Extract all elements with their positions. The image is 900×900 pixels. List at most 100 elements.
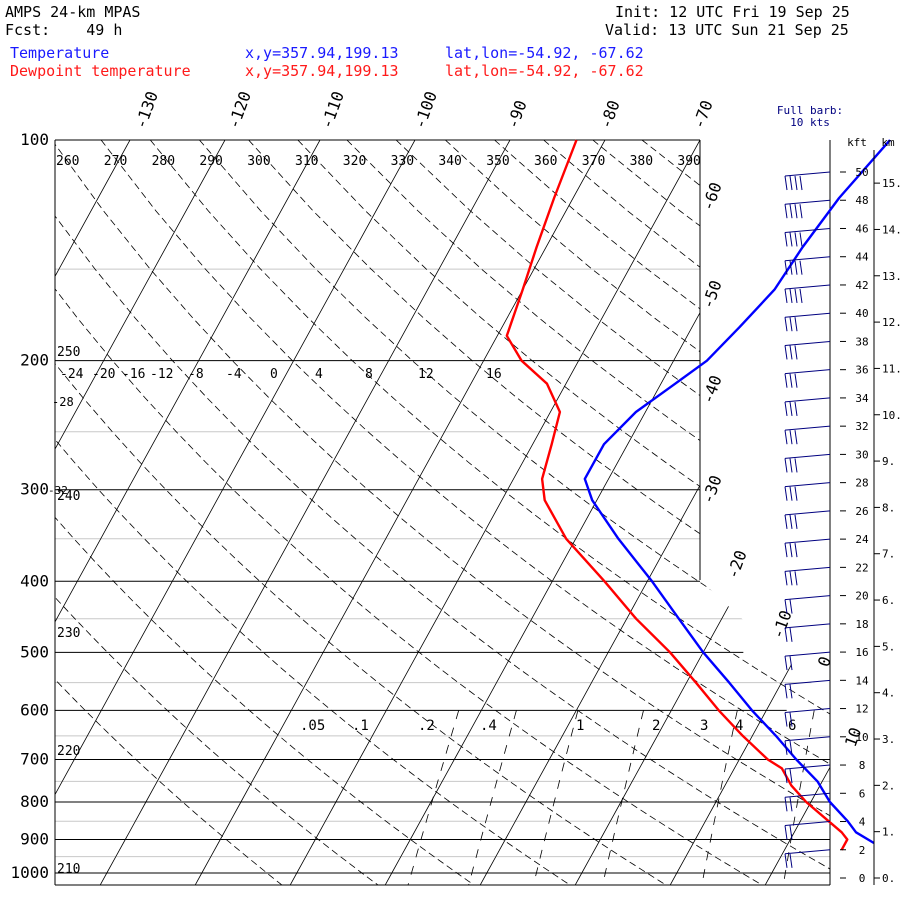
dry-adiabat — [100, 140, 830, 885]
kft-label-22: 22 — [855, 561, 868, 574]
km-label-3.: 3. — [882, 733, 895, 746]
isotherm-right-label--60: -60 — [698, 180, 726, 214]
mixing-left-label: -28 — [52, 395, 74, 409]
barb-flag-38-2 — [794, 345, 798, 360]
barb-staff-12 — [784, 708, 831, 714]
barb-flag-32-1 — [789, 430, 793, 445]
km-label-4.: 4. — [882, 687, 895, 700]
barb-staff-28 — [784, 482, 831, 488]
barb-flag-48-3 — [799, 204, 803, 219]
barb-flag-16-0 — [784, 656, 788, 671]
dry-adiabat — [55, 140, 480, 885]
legend-temperature: Temperature — [10, 44, 110, 62]
barb-flag-4-0 — [784, 825, 788, 840]
kft-label-40: 40 — [855, 307, 868, 320]
kft-label-20: 20 — [855, 590, 868, 603]
kft-label-28: 28 — [855, 477, 868, 490]
barb-flag-40-2 — [794, 317, 798, 332]
barb-flag-30-1 — [789, 458, 793, 473]
barb-flag-42-3 — [799, 288, 803, 304]
init-time: Init: 12 UTC Fri 19 Sep 25 — [615, 3, 850, 21]
mixing-ratio-line — [700, 710, 738, 885]
kft-label-0: 0 — [859, 872, 866, 885]
barb-flag-42-1 — [789, 288, 793, 304]
dewpoint-xy: x,y=357.94,199.13 — [245, 62, 399, 80]
barb-flag-10-1 — [789, 740, 793, 755]
isotherm-right-label-0: 0 — [814, 654, 835, 670]
barb-legend-line1: Full barb: — [777, 104, 843, 117]
barb-flag-12-1 — [789, 712, 793, 727]
barb-flag-24-0 — [784, 543, 788, 558]
dry-adiabat — [55, 140, 384, 885]
isotherm — [55, 140, 226, 885]
theta-label-370: 370 — [582, 154, 605, 169]
barb-flag-26-0 — [784, 514, 788, 529]
theta-label-380: 380 — [630, 154, 653, 169]
barb-staff-18 — [784, 623, 831, 629]
km-label-12.: 12. — [882, 316, 900, 329]
mixing-ratio-line — [406, 710, 460, 885]
temp-axis-label--80: -80 — [596, 98, 624, 132]
theta-left-label-240: 240 — [57, 489, 80, 504]
barb-staff-46 — [784, 227, 831, 233]
mixing-ratio-line — [532, 710, 579, 885]
kft-label-24: 24 — [855, 533, 869, 546]
km-label-10.: 10. — [882, 409, 900, 422]
isotherm — [55, 140, 321, 885]
barb-flag-18-1 — [789, 627, 793, 642]
kft-label-10: 10 — [855, 731, 868, 744]
forecast-hour: Fcst: 49 h — [5, 21, 123, 39]
barb-flag-44-2 — [794, 260, 798, 275]
barb-flag-4-1 — [789, 825, 793, 840]
theta-left-label-220: 220 — [57, 744, 80, 759]
km-label-13.: 13. — [882, 270, 900, 283]
isotherm-right-label--50: -50 — [698, 278, 726, 312]
dry-adiabat — [199, 140, 830, 885]
temp-axis-label--70: -70 — [689, 98, 717, 132]
theta-label-290: 290 — [199, 154, 222, 169]
temp-axis-label--120: -120 — [224, 89, 255, 132]
km-label-15.: 15. — [882, 177, 900, 190]
kft-label-6: 6 — [859, 787, 866, 800]
kft-label-18: 18 — [855, 618, 868, 631]
isotherm — [667, 140, 830, 885]
barb-flag-48-0 — [784, 204, 788, 219]
barb-flag-36-2 — [794, 373, 798, 388]
moisture-label-.05: .05 — [300, 718, 325, 734]
barb-flag-26-1 — [789, 514, 793, 529]
barb-flag-8-0 — [784, 768, 788, 784]
barb-staff-8 — [784, 764, 831, 770]
isotherm-right-label--20: -20 — [723, 548, 751, 582]
barb-staff-36 — [784, 369, 831, 375]
barb-flag-32-2 — [794, 430, 798, 445]
dry-adiabat — [149, 140, 830, 885]
mixing-label-12: 12 — [418, 367, 434, 382]
barb-flag-24-2 — [794, 543, 798, 558]
barb-flag-36-0 — [784, 373, 788, 388]
theta-label-330: 330 — [391, 154, 414, 169]
pressure-label-1000: 1000 — [10, 863, 49, 882]
mixing-label-0: 0 — [270, 367, 278, 382]
kft-label-8: 8 — [859, 759, 866, 772]
km-label-9.: 9. — [882, 455, 895, 468]
barb-flag-8-1 — [789, 768, 793, 784]
kft-label-32: 32 — [855, 420, 868, 433]
moisture-label-2: 2 — [652, 718, 660, 734]
barb-flag-38-0 — [784, 345, 788, 360]
barb-legend-line2: 10 kts — [790, 116, 830, 129]
mixing-ratio-line — [467, 710, 517, 885]
barb-flag-34-0 — [784, 401, 788, 416]
moisture-label-3: 3 — [700, 718, 708, 734]
km-axis-title: km — [881, 136, 895, 149]
barb-flag-28-0 — [784, 486, 788, 501]
kft-label-46: 46 — [855, 222, 868, 235]
barb-flag-50-1 — [789, 175, 793, 191]
barb-flag-50-0 — [784, 175, 788, 191]
moisture-label-.1: .1 — [352, 718, 369, 734]
barb-staff-24 — [784, 538, 831, 544]
theta-label-390: 390 — [677, 154, 700, 169]
theta-label-260: 260 — [56, 154, 79, 169]
isotherm — [572, 140, 830, 885]
series-line-dewpoint — [505, 139, 849, 851]
